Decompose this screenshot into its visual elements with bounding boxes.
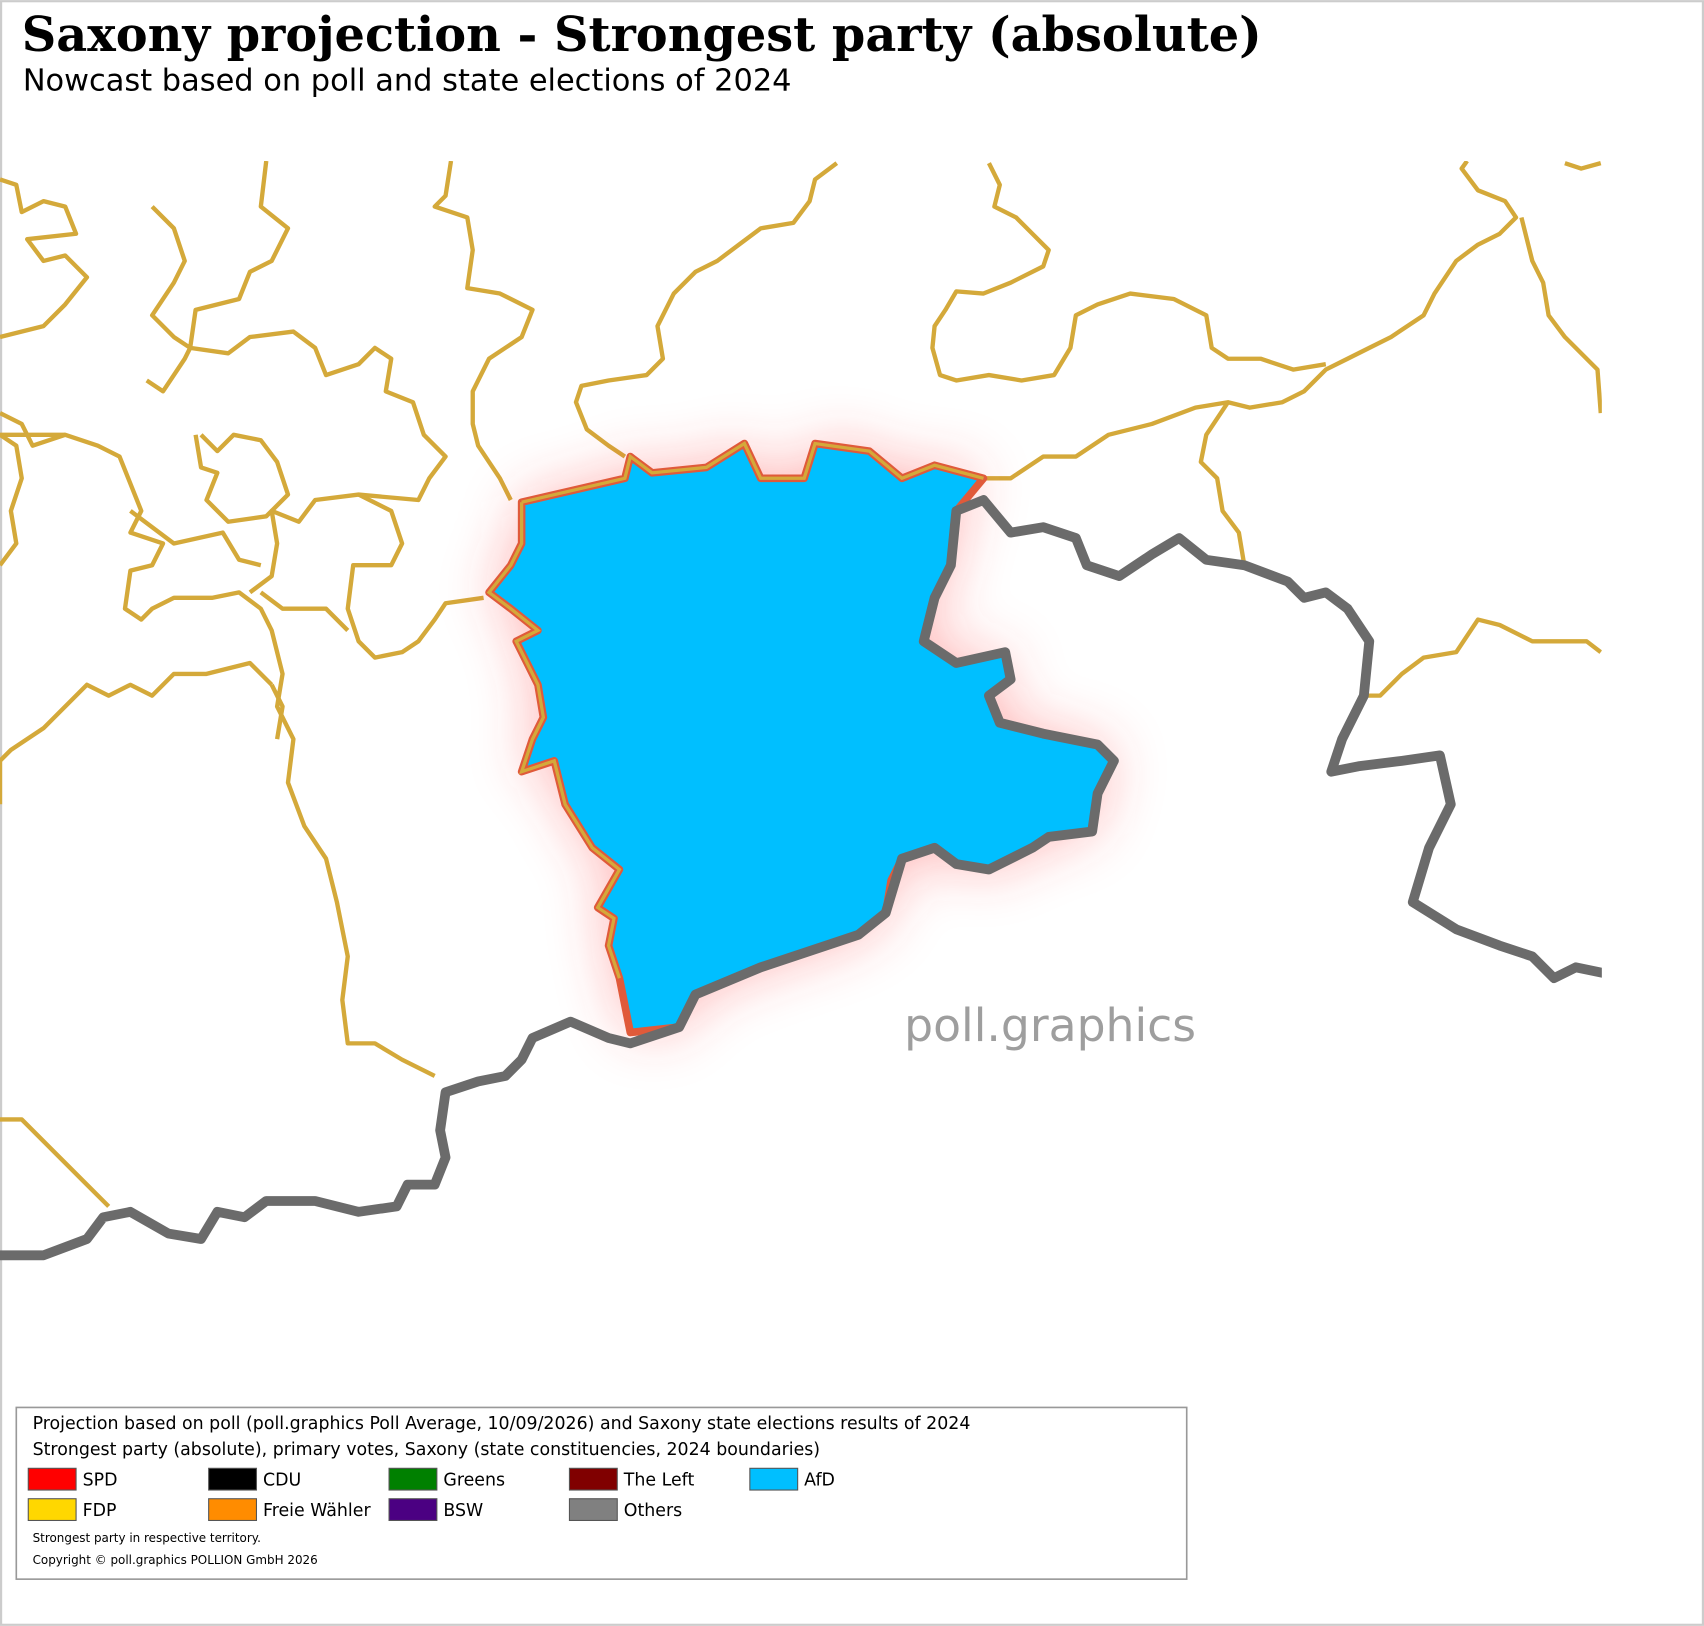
title: Saxony projection - Strongest party (abs… [22, 7, 1262, 63]
legend-swatch [568, 1498, 618, 1522]
legend-label: FDP [83, 1501, 117, 1521]
legend-line: Strongest party (absolute), primary vote… [33, 1440, 821, 1460]
state-border [0, 495, 1602, 1261]
subtitle: Nowcast based on poll and state election… [23, 63, 792, 98]
legend-swatch [27, 1467, 77, 1491]
legend-label: SPD [83, 1471, 118, 1491]
legend-swatch [388, 1498, 438, 1522]
legend-note: Strongest party in respective territory. [33, 1531, 261, 1545]
legend-swatch [568, 1467, 618, 1491]
map [0, 160, 1602, 1261]
legend-box [15, 1406, 1188, 1580]
legend-swatch [749, 1467, 799, 1491]
legend-label: Greens [443, 1471, 505, 1491]
legend-swatch [208, 1498, 258, 1522]
legend-label: BSW [443, 1501, 483, 1521]
constituency-borders [0, 160, 1602, 1208]
legend-note: Copyright © poll.graphics POLLION GmbH 2… [33, 1553, 318, 1567]
legend-label: AfD [804, 1471, 835, 1491]
legend-label: Freie Wähler [263, 1501, 371, 1521]
legend-label: CDU [263, 1471, 301, 1491]
legend: Projection based on poll (poll.graphics … [15, 1406, 1188, 1580]
legend-label: Others [624, 1501, 682, 1521]
watermark: poll.graphics [904, 999, 1196, 1052]
legend-swatch [388, 1467, 438, 1491]
legend-label: The Left [623, 1471, 695, 1491]
legend-swatch [27, 1498, 77, 1522]
legend-swatch [208, 1467, 258, 1491]
constituency-inner-border [486, 441, 984, 979]
legend-line: Projection based on poll (poll.graphics … [33, 1414, 971, 1434]
